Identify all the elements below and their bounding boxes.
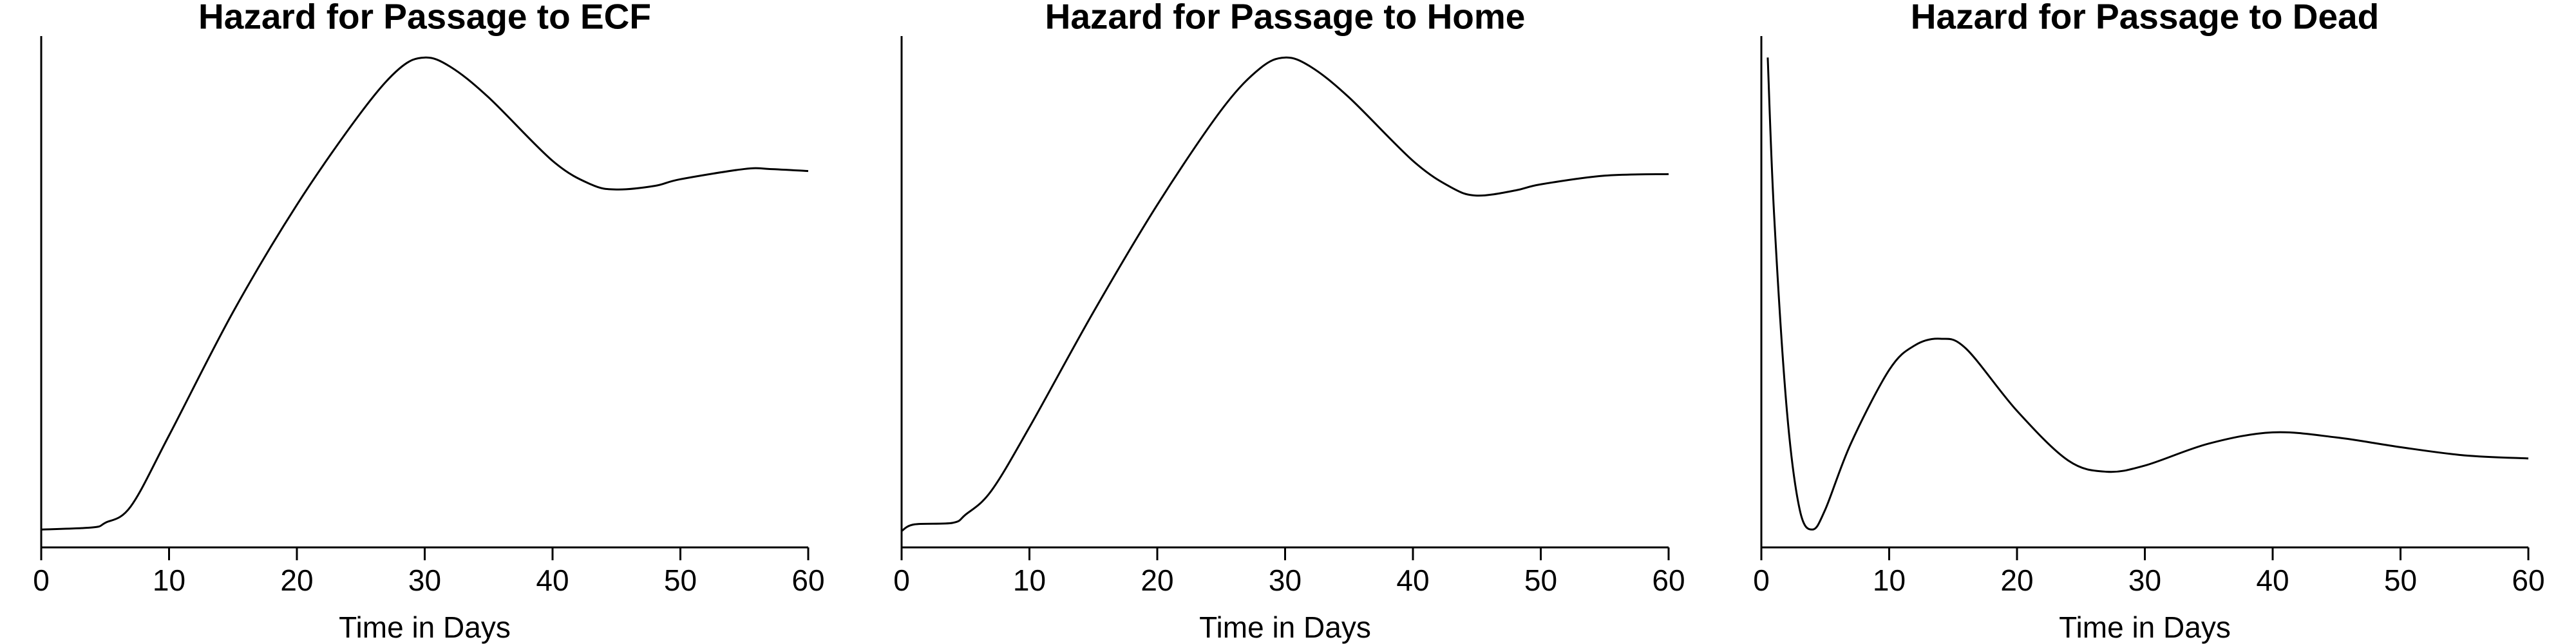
x-tick-label: 0 [893, 564, 910, 597]
x-tick-label: 40 [2256, 564, 2289, 597]
x-tick-label: 10 [153, 564, 185, 597]
x-tick-label: 10 [1013, 564, 1046, 597]
x-tick-label: 20 [2000, 564, 2033, 597]
x-tick-label: 30 [408, 564, 441, 597]
hazard-line [41, 56, 809, 531]
x-tick-label: 50 [2384, 564, 2417, 597]
x-axis-label: Time in Days [339, 611, 511, 644]
chart-title: Hazard for Passage to Dead [1911, 0, 2379, 37]
chart-title: Hazard for Passage to ECF [198, 0, 651, 37]
hazard-line [901, 56, 1669, 532]
x-tick-label: 60 [1652, 564, 1685, 597]
x-tick-label: 40 [536, 564, 569, 597]
x-tick-label: 50 [1524, 564, 1557, 597]
x-tick-label: 60 [2512, 564, 2544, 597]
x-tick-label: 40 [1396, 564, 1429, 597]
chart-title: Hazard for Passage to Home [1045, 0, 1526, 37]
x-tick-label: 30 [2128, 564, 2161, 597]
x-tick-label: 60 [791, 564, 824, 597]
x-tick-label: 20 [1141, 564, 1173, 597]
x-tick-label: 50 [664, 564, 697, 597]
x-axis-label: Time in Days [2059, 611, 2231, 644]
x-tick-label: 10 [1873, 564, 1906, 597]
x-axis-label: Time in Days [1199, 611, 1371, 644]
x-tick-label: 20 [280, 564, 313, 597]
x-tick-label: 0 [33, 564, 50, 597]
x-tick-label: 30 [1269, 564, 1302, 597]
hazard-line [1766, 57, 2529, 531]
x-tick-label: 0 [1753, 564, 1770, 597]
